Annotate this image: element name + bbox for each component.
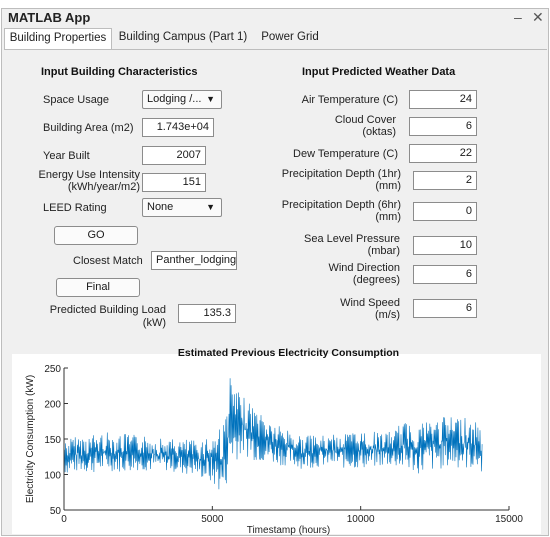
precip-6hr-label: Precipitation Depth (6hr) (mm) (244, 199, 401, 223)
sea-level-pressure-label: Sea Level Pressure (mbar) (244, 233, 400, 257)
precip-1hr-label-line2: (mm) (375, 180, 401, 192)
air-temp-field[interactable]: 24 (409, 90, 477, 109)
leed-rating-label: LEED Rating (43, 202, 107, 214)
y-axis-label: Electricity Consumption (kW) (25, 375, 36, 503)
space-usage-label: Space Usage (43, 94, 110, 106)
cloud-cover-label: Cloud Cover (oktas) (244, 114, 396, 138)
y-tick-label: 50 (50, 506, 62, 517)
precip-1hr-label: Precipitation Depth (1hr) (mm) (244, 168, 401, 192)
close-icon[interactable]: ✕ (532, 9, 544, 25)
space-usage-dropdown[interactable]: Lodging /... ▼ (142, 90, 222, 109)
predicted-load-field[interactable]: 135.3 (178, 304, 236, 323)
sea-level-pressure-label-line2: (mbar) (367, 245, 400, 257)
precip-1hr-label-line1: Precipitation Depth (1hr) (281, 168, 401, 180)
final-button[interactable]: Final (56, 278, 140, 297)
year-built-field[interactable]: 2007 (142, 146, 206, 165)
wind-direction-field[interactable]: 6 (413, 265, 477, 284)
app-window: MATLAB App – ✕ Building Properties Build… (1, 8, 549, 536)
x-tick-label: 0 (61, 514, 67, 525)
title-bar: MATLAB App – ✕ (2, 9, 548, 27)
air-temp-label: Air Temperature (C) (301, 94, 398, 106)
closest-match-label: Closest Match (73, 255, 143, 267)
cloud-cover-field[interactable]: 6 (409, 117, 477, 136)
tab-building-campus[interactable]: Building Campus (Part 1) (118, 31, 248, 43)
y-tick-label: 200 (44, 400, 61, 411)
x-tick-label: 5000 (201, 514, 224, 525)
x-axis-label: Timestamp (hours) (247, 525, 331, 535)
cloud-cover-label-line1: Cloud Cover (334, 114, 396, 126)
leed-rating-dropdown[interactable]: None ▼ (142, 198, 222, 217)
y-tick-label: 100 (44, 471, 61, 482)
x-tick-label: 10000 (347, 514, 375, 525)
chart-title: Estimated Previous Electricity Consumpti… (178, 347, 399, 359)
y-tick-label: 150 (44, 435, 61, 446)
go-button[interactable]: GO (54, 226, 138, 245)
dew-temp-label: Dew Temperature (C) (293, 148, 398, 160)
leed-rating-value: None (147, 201, 174, 213)
tab-building-properties[interactable]: Building Properties (4, 28, 112, 50)
space-usage-value: Lodging /... (147, 93, 202, 105)
building-header: Input Building Characteristics (41, 66, 198, 78)
chevron-down-icon: ▼ (206, 94, 215, 104)
y-tick-label: 250 (44, 364, 61, 375)
eui-label: Energy Use Intensity (kWh/year/m2) (34, 169, 141, 193)
predicted-load-label-line1: Predicted Building Load (49, 304, 166, 316)
cloud-cover-label-line2: (oktas) (362, 126, 396, 138)
window-title: MATLAB App (8, 10, 91, 25)
electricity-chart: Estimated Previous Electricity Consumpti… (25, 347, 523, 535)
building-properties-panel: Input Building Characteristics Space Usa… (4, 49, 547, 535)
precip-6hr-label-line2: (mm) (375, 211, 401, 223)
wind-direction-label-line1: Wind Direction (328, 262, 400, 274)
predicted-load-label-line2: (kW) (142, 317, 166, 329)
weather-header: Input Predicted Weather Data (302, 66, 456, 78)
precip-6hr-label-line1: Precipitation Depth (6hr) (281, 199, 401, 211)
sea-level-pressure-field[interactable]: 10 (413, 236, 477, 255)
consumption-line (63, 378, 483, 490)
chevron-down-icon: ▼ (206, 202, 215, 212)
wind-speed-label: Wind Speed (m/s) (244, 297, 400, 321)
wind-speed-label-line1: Wind Speed (340, 297, 400, 309)
building-area-label: Building Area (m2) (43, 122, 134, 134)
dew-temp-field[interactable]: 22 (409, 144, 477, 163)
eui-label-line1: Energy Use Intensity (38, 169, 141, 181)
eui-field[interactable]: 151 (142, 173, 206, 192)
x-tick-label: 15000 (495, 514, 523, 525)
tab-bar: Building Properties Building Campus (Par… (4, 28, 548, 50)
minimize-icon[interactable]: – (514, 9, 522, 25)
wind-direction-label-line2: (degrees) (352, 274, 400, 286)
wind-speed-label-line2: (m/s) (374, 309, 400, 321)
wind-direction-label: Wind Direction (degrees) (244, 262, 400, 286)
sea-level-pressure-label-line1: Sea Level Pressure (304, 233, 400, 245)
closest-match-field[interactable]: Panther_lodging_ (151, 251, 237, 270)
wind-speed-field[interactable]: 6 (413, 299, 477, 318)
predicted-load-label: Predicted Building Load (kW) (44, 304, 166, 330)
building-area-field[interactable]: 1.743e+04 (142, 118, 214, 137)
precip-1hr-field[interactable]: 2 (413, 171, 477, 190)
tab-power-grid[interactable]: Power Grid (261, 31, 319, 43)
year-built-label: Year Built (43, 150, 90, 162)
eui-label-line2: (kWh/year/m2) (67, 181, 140, 193)
precip-6hr-field[interactable]: 0 (413, 202, 477, 221)
